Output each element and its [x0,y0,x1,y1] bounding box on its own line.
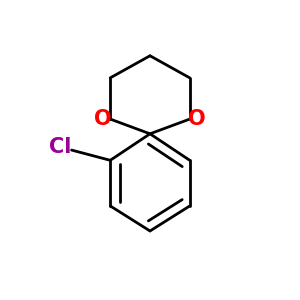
Text: Cl: Cl [49,137,71,157]
Text: O: O [188,109,206,129]
Text: O: O [94,109,112,129]
